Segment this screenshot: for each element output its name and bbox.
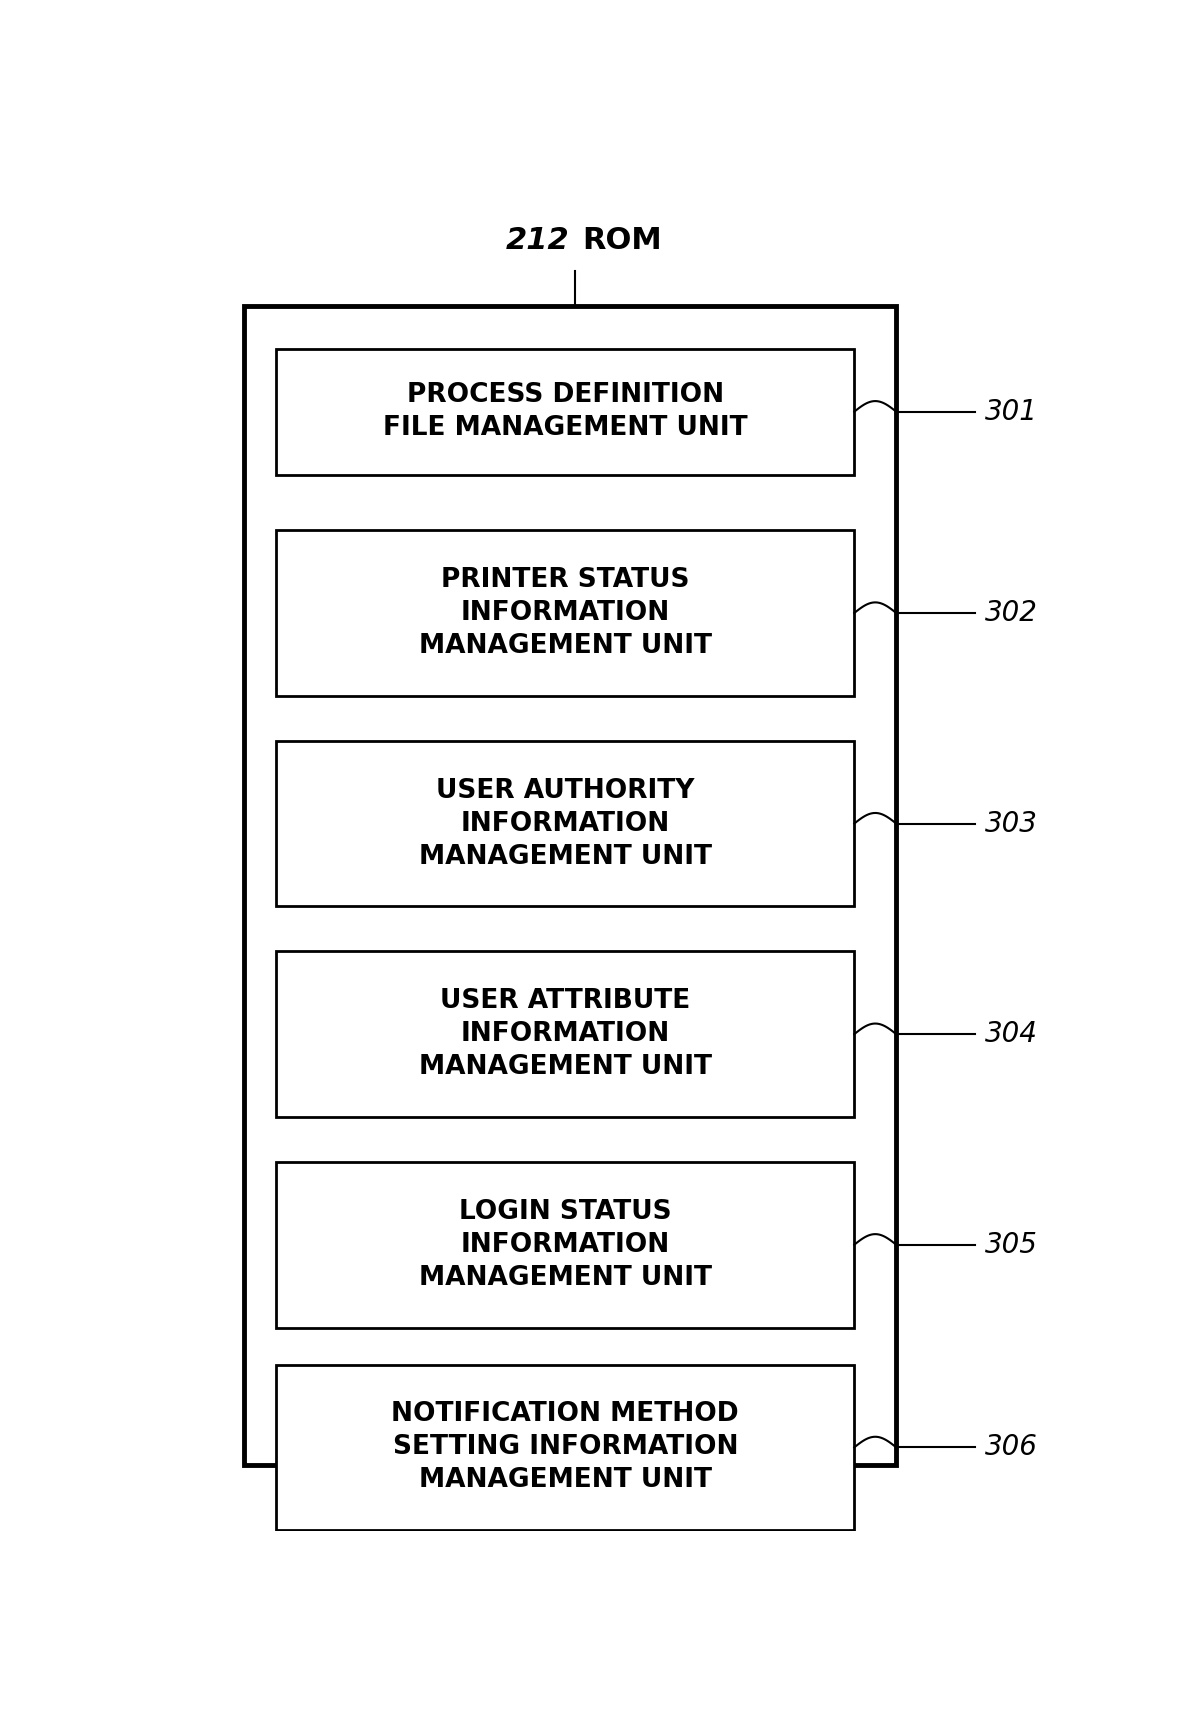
Text: 304: 304 <box>985 1020 1038 1047</box>
Bar <box>277 1163 854 1328</box>
Text: 303: 303 <box>985 810 1038 838</box>
Text: PROCESS DEFINITION
FILE MANAGEMENT UNIT: PROCESS DEFINITION FILE MANAGEMENT UNIT <box>383 382 747 442</box>
Text: 306: 306 <box>985 1433 1038 1462</box>
Bar <box>277 530 854 697</box>
Bar <box>277 349 854 475</box>
Text: LOGIN STATUS
INFORMATION
MANAGEMENT UNIT: LOGIN STATUS INFORMATION MANAGEMENT UNIT <box>419 1199 712 1290</box>
Text: 301: 301 <box>985 397 1038 425</box>
Bar <box>277 741 854 906</box>
Bar <box>277 951 854 1116</box>
Bar <box>243 306 896 1465</box>
Text: ROM: ROM <box>582 227 662 255</box>
Bar <box>277 1364 854 1531</box>
Text: NOTIFICATION METHOD
SETTING INFORMATION
MANAGEMENT UNIT: NOTIFICATION METHOD SETTING INFORMATION … <box>391 1402 739 1493</box>
Text: PRINTER STATUS
INFORMATION
MANAGEMENT UNIT: PRINTER STATUS INFORMATION MANAGEMENT UN… <box>419 568 712 659</box>
Text: USER ATTRIBUTE
INFORMATION
MANAGEMENT UNIT: USER ATTRIBUTE INFORMATION MANAGEMENT UN… <box>419 989 712 1080</box>
Text: USER AUTHORITY
INFORMATION
MANAGEMENT UNIT: USER AUTHORITY INFORMATION MANAGEMENT UN… <box>419 777 712 870</box>
Text: 212: 212 <box>506 227 570 255</box>
Text: 302: 302 <box>985 599 1038 628</box>
Text: 305: 305 <box>985 1232 1038 1259</box>
